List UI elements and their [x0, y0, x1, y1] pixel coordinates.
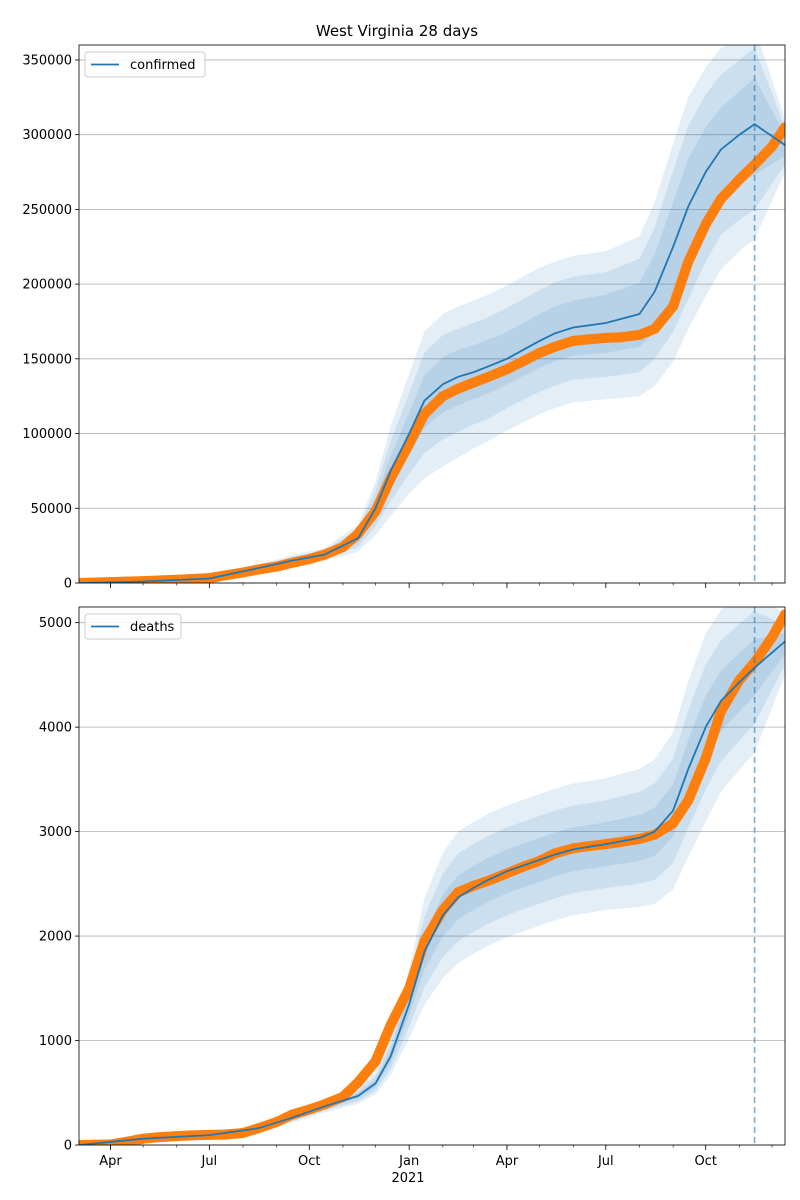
chart-title: West Virginia 28 days	[316, 22, 478, 40]
observed-point	[734, 675, 745, 686]
observed-point	[583, 334, 594, 345]
y-tick-label: 350000	[22, 53, 72, 68]
x-tick-label: Apr	[496, 1154, 519, 1169]
observed-point	[219, 1129, 230, 1140]
uncertainty-band	[79, 48, 785, 583]
observed-point	[468, 880, 479, 891]
observed-point	[404, 983, 415, 994]
observed-point	[419, 936, 430, 947]
legend-label: confirmed	[130, 58, 196, 73]
y-tick-label: 150000	[22, 352, 72, 367]
observed-point	[468, 377, 479, 388]
model-series	[79, 640, 785, 1145]
uncertainty-band	[79, 45, 785, 583]
x-tick-label: Oct	[298, 1154, 320, 1169]
y-tick-label: 250000	[22, 203, 72, 218]
observed-point	[715, 193, 726, 204]
observed-point	[353, 528, 364, 539]
observed-point	[616, 332, 626, 343]
legend-box	[84, 51, 206, 78]
x-tick-label: Apr	[99, 1154, 122, 1169]
y-tick-label: 0	[64, 1139, 72, 1154]
x-tick-label: Jul	[597, 1154, 614, 1169]
x-tick-label: Jul	[200, 1154, 217, 1169]
observed-point	[404, 439, 415, 449]
observed-point	[749, 159, 760, 170]
observed-point	[715, 706, 726, 717]
x-tick-label: Oct	[694, 1154, 716, 1169]
y-tick-label: 0	[64, 577, 72, 592]
observed-point	[668, 301, 679, 312]
observed-point	[668, 818, 679, 829]
y-tick-label: 4000	[39, 721, 72, 736]
observed-point	[767, 632, 777, 643]
confirmed-panel: 0 50000 100000 150000 200000 250000 300000 3500…	[22, 44, 786, 592]
uncertainty-band	[79, 607, 785, 1145]
y-tick-label: 200000	[22, 278, 72, 293]
observed-point	[780, 609, 785, 620]
observed-point	[683, 256, 694, 267]
observed-point	[549, 341, 560, 352]
observed-point	[534, 347, 545, 358]
x-year-label: 2021	[391, 1171, 424, 1186]
observed-point	[501, 364, 512, 375]
model-series	[79, 123, 785, 583]
y-tick-label: 300000	[22, 128, 72, 143]
y-tick-label: 100000	[22, 427, 72, 442]
observed-point	[700, 753, 711, 764]
x-tick-label: Jan	[398, 1154, 419, 1169]
legend: confirmed	[84, 51, 206, 78]
observed-point	[304, 554, 315, 565]
observed-point	[453, 887, 464, 898]
observed-point	[483, 371, 494, 382]
y-tick-label: 2000	[39, 930, 72, 945]
observed-point	[353, 1077, 364, 1088]
observed-point	[568, 335, 579, 346]
observed-point	[683, 795, 694, 806]
observed-point	[419, 409, 430, 420]
axes-frame	[78, 44, 786, 584]
uncertainty-band	[79, 633, 785, 1145]
observed-point	[437, 391, 448, 402]
observed-point	[517, 356, 528, 367]
observed-point	[385, 1019, 396, 1030]
observed-point	[453, 383, 464, 394]
observed-point	[370, 1056, 381, 1067]
legend: deaths	[84, 613, 182, 640]
observed-point	[649, 323, 660, 334]
observed-point	[600, 332, 611, 343]
observed-point	[79, 578, 84, 583]
observed-point	[634, 329, 645, 340]
observed-series	[79, 122, 785, 583]
y-tick-label: 50000	[31, 502, 72, 517]
axes-frame	[78, 606, 786, 1146]
y-tick-label: 3000	[39, 825, 72, 840]
uncertainty-band	[79, 611, 785, 1145]
observed-point	[734, 174, 745, 185]
deaths-panel: 0 1000 2000 3000 4000 5000 Apr Jul Oct Jan Apr Jul O…	[39, 606, 786, 1169]
legend-box	[84, 613, 182, 640]
y-tick-label: 1000	[39, 1034, 72, 1049]
y-tick-label: 5000	[39, 616, 72, 631]
observed-point	[700, 219, 711, 230]
observed-point	[767, 141, 777, 152]
legend-label: deaths	[130, 620, 175, 635]
observed-point	[780, 122, 785, 133]
